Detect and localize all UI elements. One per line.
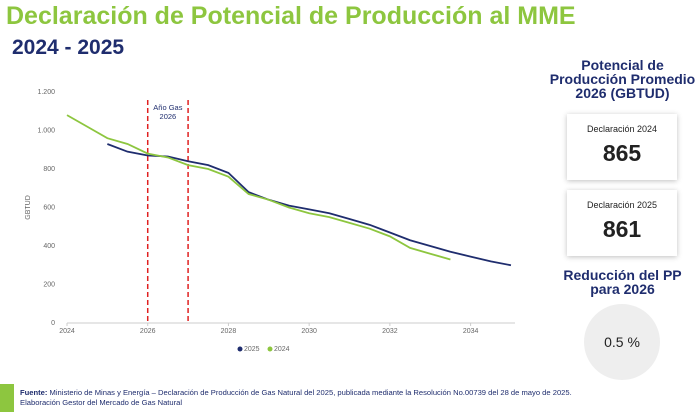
y-tick-label: 200 bbox=[43, 281, 55, 288]
y-tick-label: 1.200 bbox=[37, 89, 55, 96]
heading-line: Producción Promedio bbox=[549, 71, 696, 87]
heading-line: para 2026 bbox=[590, 281, 655, 297]
reduction-value: 0.5 % bbox=[584, 304, 660, 380]
legend-marker bbox=[267, 346, 273, 352]
source: Ministerio de Minas y Energía – Declarac… bbox=[49, 388, 572, 397]
y-tick-label: 800 bbox=[43, 166, 55, 173]
heading-line: Potencial de bbox=[581, 57, 664, 73]
card-value: 861 bbox=[602, 216, 642, 242]
y-tick-label: 600 bbox=[43, 204, 55, 211]
x-tick-label: 2028 bbox=[221, 328, 237, 335]
x-tick-label: 2024 bbox=[59, 328, 75, 335]
y-tick-label: 1.000 bbox=[37, 127, 55, 134]
card-label: Declaración 2025 bbox=[586, 200, 658, 210]
y-tick-label: 0 bbox=[51, 320, 55, 327]
legend-label: 2025 bbox=[244, 346, 260, 353]
y-tick-label: 400 bbox=[43, 243, 55, 250]
heading-line: Reducción del PP bbox=[563, 267, 682, 283]
series-line bbox=[66, 114, 451, 261]
x-tick-label: 2030 bbox=[301, 328, 317, 335]
card: Declaración 2025 861 bbox=[567, 190, 677, 256]
annotation: Año Gas bbox=[153, 103, 182, 112]
source-label: Fuente: bbox=[20, 388, 48, 397]
card-label: Declaración 2024 bbox=[586, 124, 658, 134]
card: Declaración 2024 865 bbox=[567, 114, 677, 180]
heading-line: 2026 (GBTUD) bbox=[575, 85, 670, 101]
reduction-heading: Reducción del PP para 2026 bbox=[545, 268, 700, 296]
slide-title: Declaración de Potencial de Producción a… bbox=[6, 2, 576, 30]
chart: 0 200 400 600 800 1.000 1.200 2024 2026 2028 2030 2… bbox=[25, 89, 515, 353]
annotation: 2026 bbox=[160, 112, 177, 121]
series-line bbox=[107, 143, 512, 267]
footer-bar bbox=[0, 384, 14, 412]
y-axis-label: GBTUD bbox=[25, 195, 32, 220]
legend-marker bbox=[237, 346, 243, 352]
legend-label: 2024 bbox=[274, 346, 290, 353]
x-tick-label: 2032 bbox=[382, 328, 398, 335]
slide-subtitle: 2024 - 2025 bbox=[12, 36, 125, 59]
source-line: Elaboración Gestor del Mercado de Gas Na… bbox=[20, 398, 183, 407]
panel-heading: Potencial de Producción Promedio 2026 (G… bbox=[545, 58, 700, 100]
footer: Fuente: Ministerio de Minas y Energía – … bbox=[20, 388, 572, 408]
x-tick-label: 2034 bbox=[463, 328, 479, 335]
card-value: 865 bbox=[602, 140, 642, 166]
x-tick-label: 2026 bbox=[140, 328, 156, 335]
